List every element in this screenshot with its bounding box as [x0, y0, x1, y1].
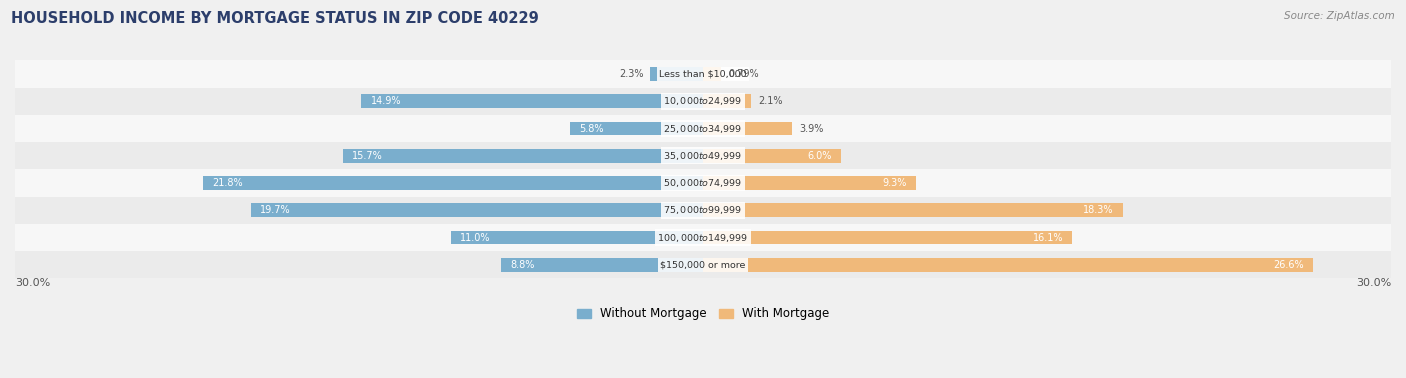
Text: 0.79%: 0.79% — [728, 69, 759, 79]
Bar — [650, 67, 703, 81]
Text: 3.9%: 3.9% — [800, 124, 824, 133]
Bar — [252, 203, 703, 217]
Bar — [703, 231, 1073, 244]
Text: 26.6%: 26.6% — [1274, 260, 1303, 270]
Bar — [501, 258, 703, 272]
Bar — [703, 122, 793, 135]
Text: 9.3%: 9.3% — [883, 178, 907, 188]
Bar — [703, 149, 841, 163]
Bar — [703, 258, 1313, 272]
Text: Less than $10,000: Less than $10,000 — [659, 70, 747, 79]
Text: $75,000 to $99,999: $75,000 to $99,999 — [664, 204, 742, 216]
Text: HOUSEHOLD INCOME BY MORTGAGE STATUS IN ZIP CODE 40229: HOUSEHOLD INCOME BY MORTGAGE STATUS IN Z… — [11, 11, 538, 26]
Bar — [15, 169, 1391, 197]
Bar — [15, 60, 1391, 88]
Text: 2.1%: 2.1% — [758, 96, 783, 106]
Bar — [15, 142, 1391, 169]
Bar — [15, 88, 1391, 115]
Text: 16.1%: 16.1% — [1032, 232, 1063, 243]
Bar — [15, 115, 1391, 142]
Text: 14.9%: 14.9% — [370, 96, 401, 106]
Text: Source: ZipAtlas.com: Source: ZipAtlas.com — [1284, 11, 1395, 21]
Text: 2.3%: 2.3% — [619, 69, 644, 79]
Bar — [343, 149, 703, 163]
Text: 30.0%: 30.0% — [15, 279, 51, 288]
Text: 19.7%: 19.7% — [260, 205, 291, 215]
Bar — [361, 94, 703, 108]
Text: $25,000 to $34,999: $25,000 to $34,999 — [664, 122, 742, 135]
Text: 6.0%: 6.0% — [807, 151, 831, 161]
Text: 21.8%: 21.8% — [212, 178, 243, 188]
Text: $35,000 to $49,999: $35,000 to $49,999 — [664, 150, 742, 162]
Text: $50,000 to $74,999: $50,000 to $74,999 — [664, 177, 742, 189]
Bar — [703, 67, 721, 81]
Text: 15.7%: 15.7% — [352, 151, 382, 161]
Text: $10,000 to $24,999: $10,000 to $24,999 — [664, 95, 742, 107]
Text: $150,000 or more: $150,000 or more — [661, 260, 745, 269]
Bar — [451, 231, 703, 244]
Text: 5.8%: 5.8% — [579, 124, 603, 133]
Bar — [15, 224, 1391, 251]
Bar — [569, 122, 703, 135]
Text: 8.8%: 8.8% — [510, 260, 534, 270]
Text: 11.0%: 11.0% — [460, 232, 491, 243]
Bar — [703, 94, 751, 108]
Legend: Without Mortgage, With Mortgage: Without Mortgage, With Mortgage — [576, 307, 830, 321]
Text: $100,000 to $149,999: $100,000 to $149,999 — [658, 232, 748, 243]
Bar — [202, 176, 703, 190]
Bar — [15, 251, 1391, 279]
Text: 18.3%: 18.3% — [1083, 205, 1114, 215]
Bar — [703, 203, 1122, 217]
Bar — [703, 176, 917, 190]
Text: 30.0%: 30.0% — [1355, 279, 1391, 288]
Bar — [15, 197, 1391, 224]
